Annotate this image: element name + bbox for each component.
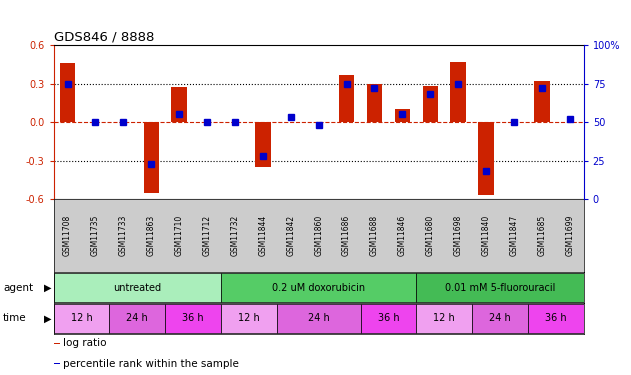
Text: 36 h: 36 h xyxy=(377,314,399,323)
Bar xyxy=(339,75,354,122)
Bar xyxy=(60,63,75,122)
Text: GSM11710: GSM11710 xyxy=(175,215,184,256)
Text: percentile rank within the sample: percentile rank within the sample xyxy=(63,359,239,369)
Text: untreated: untreated xyxy=(113,283,162,292)
Text: ▶: ▶ xyxy=(44,283,52,292)
Text: GSM11708: GSM11708 xyxy=(63,215,72,256)
Bar xyxy=(54,304,109,333)
Text: GSM11685: GSM11685 xyxy=(538,215,546,256)
Text: 0.01 mM 5-fluorouracil: 0.01 mM 5-fluorouracil xyxy=(445,283,555,292)
Text: GSM11699: GSM11699 xyxy=(565,215,574,256)
Bar xyxy=(54,363,60,364)
Text: GSM11847: GSM11847 xyxy=(509,215,519,256)
Text: GSM11735: GSM11735 xyxy=(91,215,100,256)
Text: GDS846 / 8888: GDS846 / 8888 xyxy=(54,30,154,43)
Bar xyxy=(255,122,271,167)
Bar xyxy=(54,273,221,302)
Bar xyxy=(416,273,584,302)
Text: GSM11733: GSM11733 xyxy=(119,215,128,256)
Bar xyxy=(360,304,416,333)
Bar xyxy=(534,81,550,122)
Text: log ratio: log ratio xyxy=(63,338,107,348)
Text: GSM11860: GSM11860 xyxy=(314,215,323,256)
Bar xyxy=(367,84,382,122)
Text: GSM11698: GSM11698 xyxy=(454,215,463,256)
Text: GSM11844: GSM11844 xyxy=(258,215,268,256)
Bar xyxy=(478,122,493,195)
Bar xyxy=(144,122,159,193)
Bar xyxy=(109,304,165,333)
Text: ▶: ▶ xyxy=(44,314,52,323)
Text: agent: agent xyxy=(3,283,33,292)
Text: GSM11842: GSM11842 xyxy=(286,215,295,256)
Bar xyxy=(423,86,438,122)
Text: 0.2 uM doxorubicin: 0.2 uM doxorubicin xyxy=(272,283,365,292)
Bar xyxy=(416,304,472,333)
Bar xyxy=(451,62,466,122)
Bar xyxy=(165,304,221,333)
Text: GSM11686: GSM11686 xyxy=(342,215,351,256)
Text: 36 h: 36 h xyxy=(182,314,204,323)
Bar xyxy=(528,304,584,333)
Text: 12 h: 12 h xyxy=(71,314,92,323)
Text: GSM11846: GSM11846 xyxy=(398,215,407,256)
Bar xyxy=(472,304,528,333)
Bar xyxy=(221,273,416,302)
Text: time: time xyxy=(3,314,27,323)
Text: GSM11680: GSM11680 xyxy=(426,215,435,256)
Bar xyxy=(54,343,60,344)
Text: GSM11688: GSM11688 xyxy=(370,215,379,256)
Text: GSM11732: GSM11732 xyxy=(230,215,239,256)
Text: GSM11840: GSM11840 xyxy=(481,215,490,256)
Text: 24 h: 24 h xyxy=(489,314,511,323)
Text: 12 h: 12 h xyxy=(433,314,455,323)
Bar xyxy=(172,87,187,122)
Text: GSM11712: GSM11712 xyxy=(203,215,211,256)
Text: 24 h: 24 h xyxy=(308,314,329,323)
Bar xyxy=(221,304,277,333)
Text: 36 h: 36 h xyxy=(545,314,567,323)
Text: 12 h: 12 h xyxy=(238,314,260,323)
Text: GSM11863: GSM11863 xyxy=(147,215,156,256)
Bar xyxy=(394,109,410,122)
Bar xyxy=(277,304,360,333)
Text: 24 h: 24 h xyxy=(126,314,148,323)
